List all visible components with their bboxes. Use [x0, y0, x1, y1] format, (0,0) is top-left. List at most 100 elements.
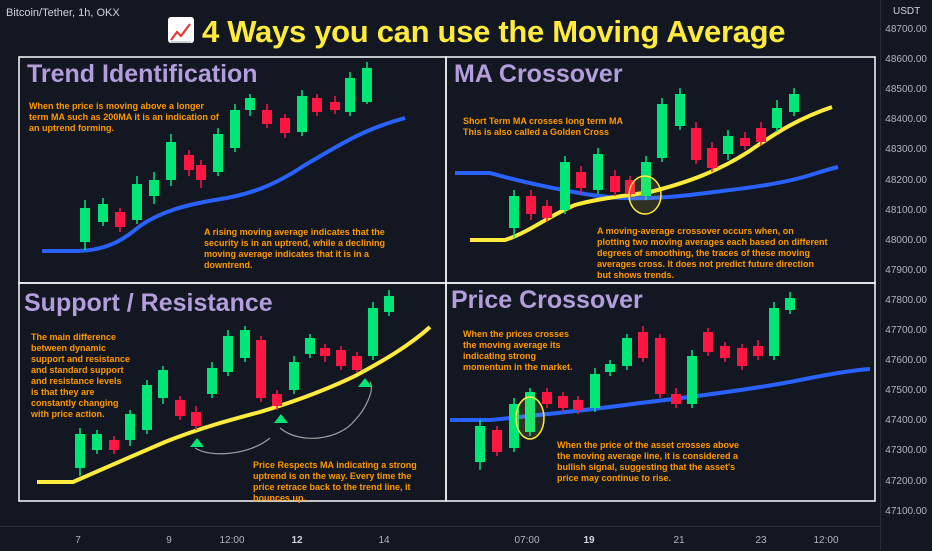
page-title-text: 4 Ways you can use the Moving Average [202, 14, 786, 49]
candle-body [785, 298, 795, 310]
candle-body [196, 165, 206, 180]
price-tick-label: 47300.00 [885, 445, 927, 457]
price-tick-label: 48000.00 [885, 234, 927, 246]
golden-cross-marker [628, 175, 662, 215]
candle-body [723, 136, 733, 154]
chart-increasing-icon [168, 17, 194, 43]
candle-body [92, 434, 102, 450]
time-tick-label: 07:00 [514, 535, 540, 546]
time-axis[interactable]: 7 9 12:00 12 14 07:00 19 21 23 12:00 [0, 526, 880, 551]
price-tick-label: 48500.00 [885, 84, 927, 96]
candle-body [789, 94, 799, 112]
candle-body [98, 204, 108, 222]
price-tick-label: 47900.00 [885, 264, 927, 276]
candle-body [720, 346, 730, 358]
candle-body [737, 348, 747, 366]
currency-label: USDT [893, 6, 921, 17]
candle-body [125, 414, 135, 440]
price-tick-label: 47800.00 [885, 294, 927, 306]
time-tick-label: 19 [583, 535, 595, 546]
time-tick-label: 23 [755, 535, 767, 546]
candles [75, 62, 799, 476]
candle-body [320, 348, 330, 356]
ma-line-trend [42, 116, 406, 253]
time-tick-label: 12:00 [813, 535, 839, 546]
price-tick-label: 48100.00 [885, 204, 927, 216]
candle-body [605, 364, 615, 372]
bounce-curve [194, 381, 372, 455]
price-tick-label: 48600.00 [885, 54, 927, 66]
candle-body [573, 400, 583, 410]
symbol-label[interactable]: Bitcoin/Tether, 1h, OKX [6, 7, 120, 19]
candle-body [576, 172, 586, 188]
ma-line-support [37, 325, 432, 484]
candle-body [175, 400, 185, 416]
candle-body [384, 296, 394, 312]
ma-long-crossover [455, 165, 839, 201]
price-tick-label: 47200.00 [885, 475, 927, 487]
candle-body [207, 368, 217, 394]
candle-body [703, 332, 713, 352]
candle-body [245, 98, 255, 110]
crossover-note-top: Short Term MA crosses long term MA This … [463, 116, 623, 137]
candle-body [132, 184, 142, 220]
price-note-bottom: When the price of the asset crosses abov… [557, 440, 740, 483]
panel-frame-price [445, 282, 876, 502]
bounce-arrow-2 [274, 414, 288, 423]
time-tick-label: 9 [166, 535, 172, 546]
price-tick-label: 48200.00 [885, 174, 927, 186]
candle-body [687, 356, 697, 404]
panel-title-support: Support / Resistance [24, 289, 273, 317]
candle-body [610, 176, 620, 192]
support-note-bottom: Price Respects MA indicating a strong up… [253, 460, 417, 503]
candle-body [312, 98, 322, 112]
price-tick-label: 48300.00 [885, 144, 927, 156]
candle-body [622, 338, 632, 366]
panel-title-price: Price Crossover [451, 286, 643, 314]
candle-body [191, 412, 201, 426]
price-tick-label: 47600.00 [885, 355, 927, 367]
candle-body [638, 332, 648, 358]
panel-title-trend: Trend Identification [27, 60, 258, 88]
candle-body [262, 110, 272, 124]
candle-body [289, 362, 299, 390]
candle-body [368, 308, 378, 356]
candle-body [184, 155, 194, 170]
candle-body [280, 118, 290, 133]
candle-body [542, 392, 552, 404]
price-tick-label: 47100.00 [885, 505, 927, 517]
candle-body [707, 148, 717, 168]
candle-body [80, 208, 90, 242]
time-tick-label: 14 [378, 535, 390, 546]
page-title: 4 Ways you can use the Moving Average [168, 14, 786, 50]
candle-body [593, 154, 603, 190]
time-tick-label: 21 [673, 535, 685, 546]
candle-body [525, 392, 535, 432]
trend-note-bottom: A rising moving average indicates that t… [204, 227, 386, 270]
candle-body [272, 394, 282, 406]
candle-body [691, 128, 701, 160]
candle-body [297, 96, 307, 132]
candle-body [352, 356, 362, 370]
candle-body [142, 385, 152, 430]
price-tick-label: 48700.00 [885, 24, 927, 35]
candle-body [475, 426, 485, 462]
price-tick-label: 47500.00 [885, 385, 927, 397]
candle-body [223, 336, 233, 372]
candle-body [336, 350, 346, 366]
candle-body [166, 142, 176, 180]
time-tick-label: 12 [291, 535, 303, 546]
crossover-note-bottom: A moving-average crossover occurs when, … [597, 226, 828, 280]
candle-body [753, 346, 763, 356]
candle-body [230, 110, 240, 148]
candle-body [756, 128, 766, 142]
candle-body [657, 104, 667, 158]
bounce-arrow-1 [190, 438, 204, 447]
candle-body [509, 404, 519, 448]
candle-body [109, 440, 119, 450]
candle-body [560, 162, 570, 210]
price-tick-label: 48400.00 [885, 114, 927, 126]
panel-title-crossover: MA Crossover [454, 60, 623, 88]
candle-body [158, 370, 168, 398]
price-axis[interactable]: 48700.00 48600.00 48500.00 48400.00 48300.00… [880, 0, 932, 550]
